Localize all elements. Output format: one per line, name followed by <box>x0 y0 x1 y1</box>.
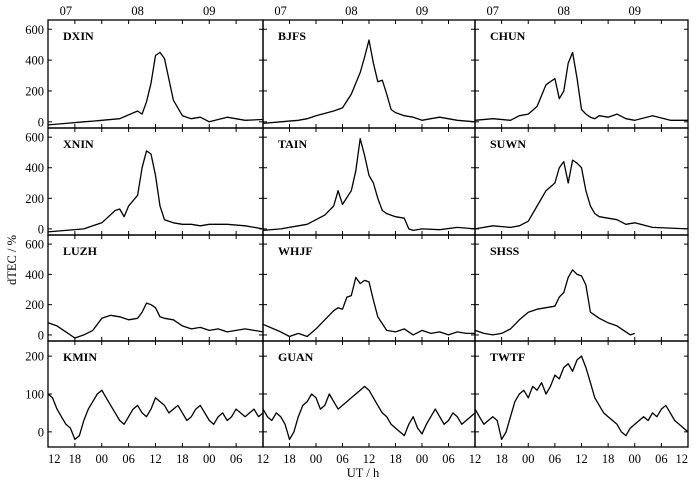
y-tick-label: 200 <box>25 298 44 312</box>
ticks-group <box>47 20 689 447</box>
series-line-chun <box>474 51 688 121</box>
x-axis-title: UT / h <box>347 466 380 480</box>
station-label-bjfs: BJFS <box>278 29 306 43</box>
y-tick-label: 100 <box>25 388 44 402</box>
x-tick-label: 00 <box>203 452 216 466</box>
panels-group <box>47 19 689 448</box>
series-line-twtf <box>474 355 689 441</box>
station-label-luzh: LUZH <box>63 244 98 258</box>
station-label-whjf: WHJF <box>278 244 313 258</box>
y-tick-label: 200 <box>25 350 44 364</box>
x-tick-label: 06 <box>336 452 349 466</box>
y-tick-label: 0 <box>38 328 44 342</box>
station-label-xnin: XNIN <box>63 137 94 151</box>
x-tick-label: 06 <box>655 452 668 466</box>
y-tick-label: 200 <box>25 84 44 98</box>
top-tick-label: 08 <box>131 4 144 18</box>
x-tick-label: 18 <box>602 452 615 466</box>
x-tick-label: 12 <box>676 452 689 466</box>
top-tick-label: 08 <box>345 4 358 18</box>
series-line-dxin <box>47 51 264 126</box>
y-axis-title: dTEC / % <box>5 235 19 285</box>
top-tick-label: 09 <box>629 4 642 18</box>
x-tick-label: 12 <box>363 452 376 466</box>
y-tick-label: 0 <box>38 425 44 439</box>
x-tick-label: 00 <box>416 452 429 466</box>
series-line-luzh <box>47 302 264 339</box>
series-line-bjfs <box>262 39 476 125</box>
labels-group: 0 200 400 600 0 200 400 600 0 200 400 600 0 100 200 12 1… <box>25 4 688 466</box>
x-tick-label: 12 <box>149 452 162 466</box>
top-tick-label: 07 <box>60 4 73 18</box>
x-tick-label: 12 <box>575 452 588 466</box>
station-label-guan: GUAN <box>278 350 314 364</box>
series-line-tain <box>262 138 476 232</box>
x-tick-label: 00 <box>96 452 109 466</box>
x-tick-label: 06 <box>122 452 135 466</box>
station-label-dxin: DXIN <box>63 29 94 43</box>
x-tick-label: 18 <box>283 452 296 466</box>
y-tick-label: 200 <box>25 192 44 206</box>
curves-group <box>47 39 689 441</box>
top-tick-label: 09 <box>203 4 216 18</box>
series-line-suwn <box>474 159 689 230</box>
x-tick-label: 12 <box>469 452 482 466</box>
series-line-xnin <box>47 150 264 233</box>
x-tick-label: 06 <box>230 452 243 466</box>
y-tick-label: 600 <box>25 23 44 37</box>
y-tick-label: 600 <box>25 238 44 252</box>
x-tick-label: 00 <box>629 452 642 466</box>
x-tick-label: 06 <box>549 452 562 466</box>
x-tick-label: 00 <box>522 452 535 466</box>
series-line-whjf <box>262 276 475 338</box>
top-tick-label: 08 <box>558 4 571 18</box>
x-tick-label: 00 <box>310 452 323 466</box>
station-label-shss: SHSS <box>490 244 520 258</box>
top-tick-label: 07 <box>274 4 287 18</box>
y-tick-label: 400 <box>25 161 44 175</box>
series-line-shss <box>474 269 636 336</box>
top-tick-label: 07 <box>487 4 500 18</box>
x-tick-label: 12 <box>257 452 270 466</box>
station-label-twtf: TWTF <box>490 350 525 364</box>
station-label-tain: TAIN <box>278 137 307 151</box>
x-tick-label: 18 <box>176 452 189 466</box>
x-tick-label: 06 <box>442 452 455 466</box>
y-tick-label: 400 <box>25 54 44 68</box>
y-tick-label: 0 <box>38 115 44 129</box>
x-tick-label: 18 <box>69 452 82 466</box>
y-tick-label: 0 <box>38 222 44 236</box>
x-tick-label: 12 <box>48 452 61 466</box>
station-label-kmin: KMIN <box>63 350 97 364</box>
series-line-kmin <box>47 389 264 441</box>
series-line-guan <box>262 385 476 441</box>
top-tick-label: 09 <box>416 4 429 18</box>
x-tick-label: 18 <box>389 452 402 466</box>
y-tick-label: 600 <box>25 131 44 145</box>
station-label-suwn: SUWN <box>490 137 526 151</box>
x-tick-label: 18 <box>495 452 508 466</box>
y-tick-label: 400 <box>25 268 44 282</box>
station-label-chun: CHUN <box>490 29 526 43</box>
